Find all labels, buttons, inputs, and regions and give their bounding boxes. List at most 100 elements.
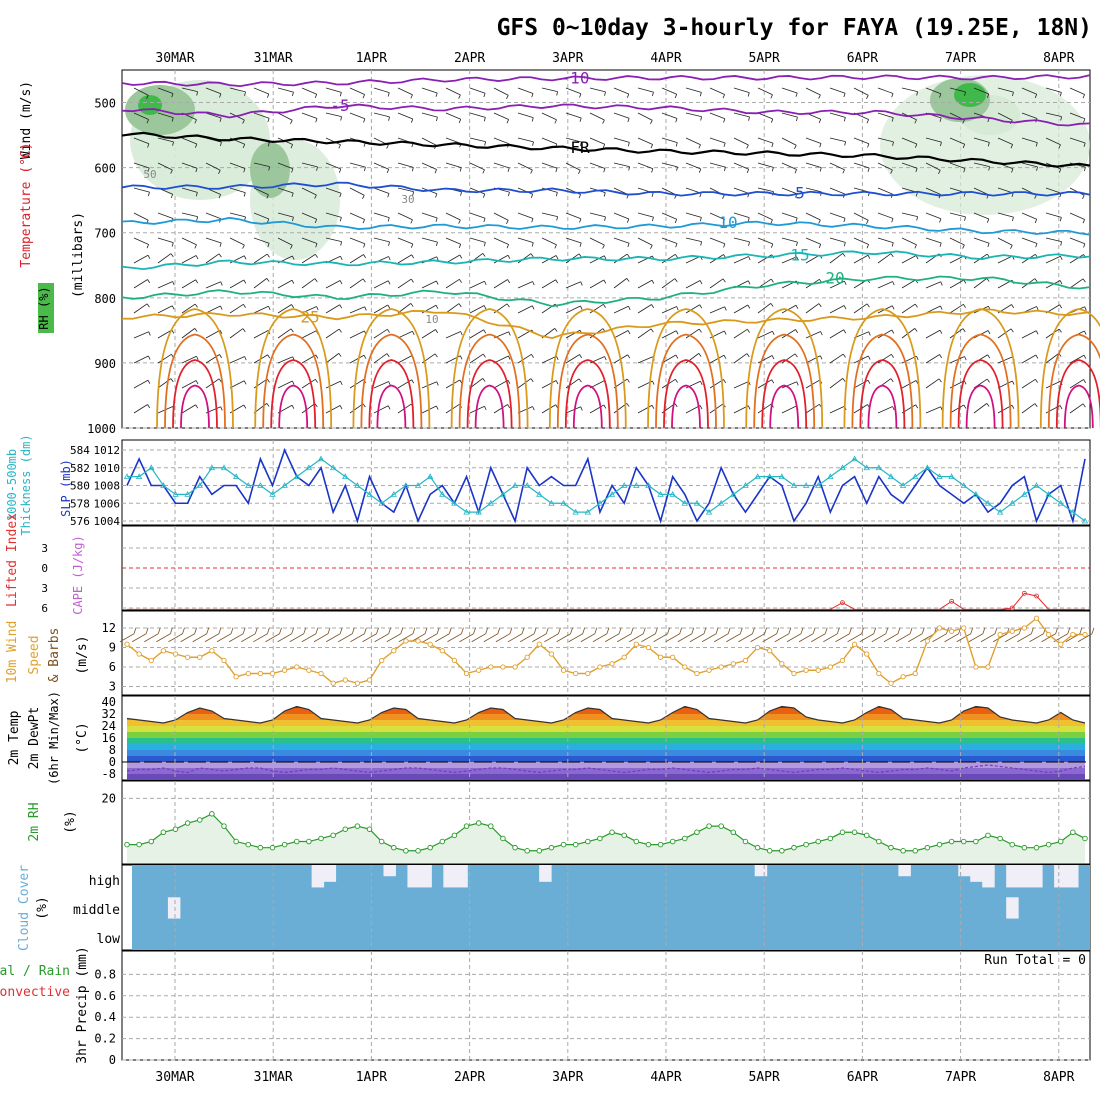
wind-point bbox=[500, 664, 506, 670]
wind-point bbox=[294, 664, 300, 670]
thickness-point bbox=[123, 473, 131, 480]
wind-barb bbox=[493, 212, 509, 221]
wind-barb bbox=[1069, 254, 1084, 264]
wind-barb-tick bbox=[195, 279, 199, 284]
wind-point bbox=[718, 664, 724, 670]
wind-barb-tick bbox=[867, 143, 870, 148]
rh-point bbox=[779, 848, 785, 854]
rh-point bbox=[172, 826, 179, 832]
surface-barb bbox=[495, 633, 511, 643]
wind-barb bbox=[661, 212, 677, 220]
wind-barb bbox=[661, 87, 677, 95]
wind-barb-tick bbox=[844, 141, 846, 146]
wind-barb-tick bbox=[412, 331, 415, 336]
wind-barb-tick bbox=[986, 403, 990, 407]
wind-barb-tick bbox=[218, 378, 222, 383]
wind-barb-tick bbox=[387, 217, 390, 222]
rh-point bbox=[791, 844, 797, 851]
wind-barb-tick bbox=[1058, 144, 1061, 149]
wind-barb bbox=[733, 187, 750, 194]
wind-barb-tick bbox=[603, 168, 606, 173]
surface-barb bbox=[604, 633, 620, 643]
wind-barb bbox=[925, 406, 941, 414]
wind-barb-tick bbox=[508, 192, 510, 197]
wind-barb-tick bbox=[843, 93, 846, 98]
wind-point bbox=[900, 674, 906, 680]
wind-barb bbox=[157, 162, 173, 171]
thickness-point bbox=[802, 482, 810, 488]
label-upper-rh: RH (%) bbox=[37, 286, 51, 329]
surface-barb bbox=[762, 633, 777, 643]
wind-barb-tick bbox=[243, 279, 247, 284]
wind-barb-tick bbox=[364, 167, 366, 172]
wind-barb bbox=[949, 303, 964, 314]
wind-barb bbox=[1045, 187, 1062, 194]
warm-loop bbox=[859, 359, 906, 429]
wind-barb-tick bbox=[1011, 192, 1014, 197]
rh-point bbox=[548, 844, 555, 851]
wind-barb-tick bbox=[172, 281, 175, 286]
wind-barb bbox=[733, 381, 749, 389]
wind-barb-tick bbox=[675, 243, 678, 248]
wind-barb bbox=[445, 162, 462, 169]
wind-barb-tick bbox=[411, 379, 415, 384]
wind-barb-tick bbox=[530, 378, 534, 383]
wind-barb-tick bbox=[1083, 142, 1086, 147]
warm-loop bbox=[1063, 384, 1094, 429]
rh-area bbox=[127, 813, 1085, 863]
wind-barb-tick bbox=[626, 218, 630, 223]
wind-barb bbox=[781, 187, 798, 195]
wind-barb-tick bbox=[699, 217, 702, 222]
surface-barb-tick bbox=[885, 627, 889, 634]
surface-barb-tick bbox=[303, 627, 307, 634]
wind-barb-tick bbox=[676, 306, 679, 311]
wind-barb bbox=[277, 304, 292, 314]
rh-point bbox=[221, 823, 227, 829]
surface-barb bbox=[592, 633, 608, 643]
wind-barb-tick bbox=[843, 242, 846, 247]
wind-barb bbox=[493, 112, 509, 120]
wind-barb bbox=[709, 354, 725, 364]
surface-barb bbox=[119, 633, 135, 643]
wind-barb bbox=[133, 303, 148, 314]
wind-barb-tick bbox=[866, 244, 869, 249]
wind-barb bbox=[517, 87, 534, 94]
date-label-bottom: 1APR bbox=[356, 1070, 387, 1085]
wind-barb bbox=[421, 162, 437, 170]
wind-barb-tick bbox=[362, 219, 365, 224]
wind-barb-tick bbox=[579, 93, 582, 98]
wind-point bbox=[257, 670, 264, 677]
surface-barb bbox=[265, 633, 280, 643]
surface-barb bbox=[216, 633, 232, 643]
wind-barb-tick bbox=[796, 256, 799, 261]
precip-tick: 0.2 bbox=[94, 1032, 116, 1046]
wind-barb bbox=[925, 329, 941, 339]
wind-barb bbox=[781, 212, 798, 219]
label-thickness-a: 1000-500mb bbox=[5, 449, 19, 521]
rh-point bbox=[403, 848, 409, 854]
wind-barb bbox=[541, 212, 558, 217]
wind-barb-tick bbox=[388, 116, 390, 121]
wind-barb-tick bbox=[196, 216, 198, 221]
wind-barb bbox=[997, 237, 1013, 246]
wind-barb bbox=[277, 187, 294, 194]
rh-point bbox=[148, 838, 155, 845]
wind-barb bbox=[397, 162, 414, 168]
wind-barb-tick bbox=[770, 303, 774, 307]
thickness-point bbox=[718, 499, 725, 506]
wind-barb-tick bbox=[196, 91, 198, 96]
thickness-point bbox=[342, 473, 349, 480]
wind-barb-tick bbox=[244, 91, 246, 96]
wind-barb-tick bbox=[963, 192, 966, 197]
wind-barb-tick bbox=[771, 355, 775, 360]
wind-point bbox=[973, 664, 979, 670]
wind-point bbox=[997, 631, 1003, 638]
rh-point bbox=[997, 835, 1003, 842]
panel-wind-frame bbox=[121, 610, 1091, 696]
wind-barb-tick bbox=[603, 304, 606, 308]
label-cloud: Cloud Cover bbox=[17, 865, 32, 951]
wind-barb bbox=[901, 212, 918, 217]
wind-barb-tick bbox=[170, 194, 174, 199]
li-tick: 0 bbox=[41, 562, 48, 575]
surface-barb-tick bbox=[388, 627, 392, 634]
